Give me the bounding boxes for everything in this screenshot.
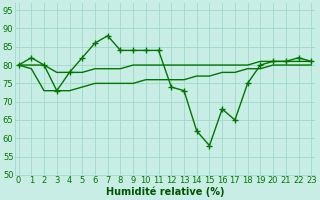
X-axis label: Humidité relative (%): Humidité relative (%): [106, 187, 224, 197]
